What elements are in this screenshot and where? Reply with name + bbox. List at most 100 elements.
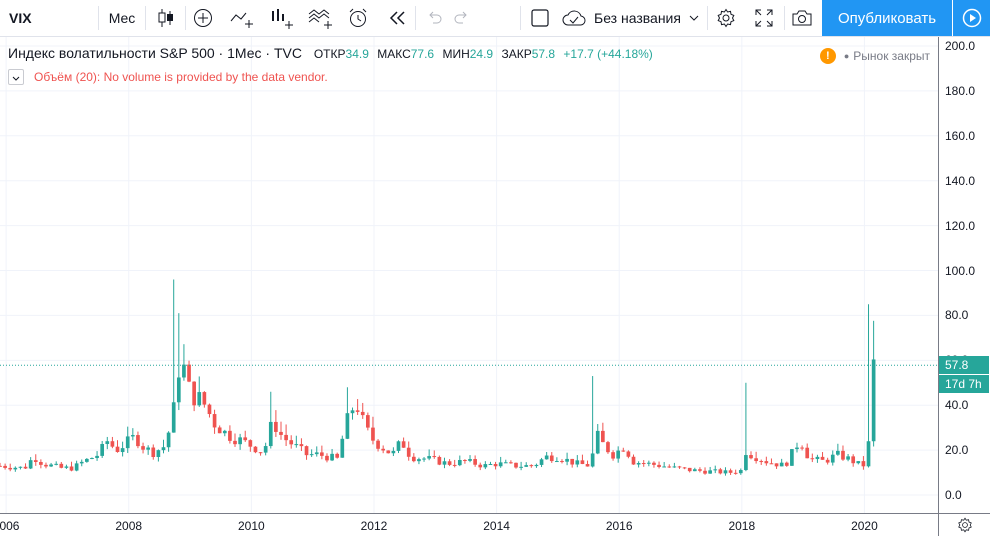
candle-body	[509, 462, 513, 464]
settings-icon[interactable]	[710, 0, 742, 36]
layout-icon[interactable]	[526, 0, 554, 36]
publish-button[interactable]: Опубликовать	[822, 0, 952, 36]
candle-body	[738, 470, 743, 474]
market-status[interactable]: ! ● Рынок закрыт	[819, 48, 930, 64]
candle-body	[544, 455, 549, 460]
alert-icon[interactable]	[343, 0, 375, 36]
candle-body	[33, 460, 38, 462]
candle-body	[866, 441, 871, 467]
candle-body	[784, 462, 789, 466]
layout-name-button[interactable]: Без названия	[562, 0, 707, 36]
candle-body	[636, 463, 641, 465]
candle-body	[774, 463, 779, 467]
candle-body	[125, 436, 130, 449]
chart-pane[interactable]	[0, 37, 938, 513]
price-chart[interactable]	[0, 37, 938, 513]
candle-body	[59, 463, 64, 468]
candle-body	[519, 466, 523, 468]
fullscreen-icon[interactable]	[748, 0, 780, 36]
candle-body	[253, 446, 258, 453]
candle-body	[141, 446, 145, 450]
candle-body	[161, 447, 166, 451]
candle-body	[0, 465, 2, 467]
play-icon[interactable]	[953, 0, 990, 36]
replay-icon[interactable]	[383, 0, 413, 36]
candle-body	[18, 466, 23, 468]
add-indicator-icon[interactable]	[188, 0, 218, 36]
candle-body	[74, 463, 79, 471]
close-label: ЗАКР	[501, 47, 532, 61]
candle-body	[355, 410, 360, 412]
close-value: 57.8	[531, 47, 556, 61]
undo-icon[interactable]	[420, 0, 448, 36]
candle-body	[463, 460, 467, 462]
time-axis[interactable]: 2006 2008 2010 2012 2014 2016 2018 2020	[0, 513, 938, 536]
price-tick-label: 160.0	[945, 128, 976, 143]
candle-body	[274, 421, 278, 432]
candle-body	[279, 431, 283, 435]
candle-body	[836, 450, 840, 455]
compare-icon[interactable]	[226, 0, 258, 36]
volume-legend: Объём (20): No volume is provided by the…	[8, 69, 328, 85]
candle-body	[452, 464, 457, 466]
candle-body	[268, 421, 273, 447]
candle-body	[800, 447, 804, 449]
candle-body	[565, 458, 569, 462]
candle-body	[217, 427, 222, 434]
candle-body	[417, 459, 421, 462]
market-status-text: Рынок закрыт	[853, 49, 930, 63]
candle-body	[289, 440, 294, 445]
candle-body	[28, 460, 33, 469]
candle-body	[258, 452, 263, 454]
candle-body	[539, 459, 544, 465]
candle-body	[570, 458, 575, 465]
price-axis[interactable]: 200.0180.0160.0140.0120.0100.080.060.040…	[938, 37, 990, 513]
low-value: 24.9	[469, 47, 494, 61]
candle-body	[325, 455, 329, 461]
candle-body	[549, 455, 554, 462]
candle-body	[606, 442, 610, 453]
candle-body	[769, 463, 774, 465]
candle-body	[437, 456, 442, 465]
candle-body	[667, 466, 672, 468]
candle-body	[820, 456, 825, 460]
candle-body	[13, 467, 18, 470]
interval-button[interactable]: Мес	[108, 10, 136, 26]
symbol-search-button[interactable]: VIX	[9, 10, 32, 26]
candles-icon[interactable]	[150, 0, 182, 36]
cloud-icon	[562, 9, 586, 27]
candle-body	[815, 456, 820, 460]
collapse-toggle[interactable]	[8, 69, 24, 85]
candle-body	[228, 430, 232, 441]
candle-body	[590, 453, 595, 467]
indicators-icon[interactable]	[266, 0, 298, 36]
candle-body	[23, 466, 28, 469]
candle-body	[207, 404, 212, 415]
snapshot-icon[interactable]	[786, 0, 818, 36]
price-tick-label: 140.0	[945, 173, 976, 188]
price-tick-label: 120.0	[945, 218, 976, 233]
candle-body	[360, 411, 365, 416]
open-value: 34.9	[345, 47, 369, 61]
change-value: +17.7 (+44.18%)	[563, 47, 653, 61]
axis-settings-icon[interactable]	[938, 513, 990, 536]
candle-body	[698, 469, 702, 471]
candle-body	[386, 450, 391, 454]
candle-body	[585, 464, 590, 467]
candle-body	[871, 359, 876, 442]
candle-body	[314, 452, 319, 455]
candle-body	[846, 456, 850, 460]
candle-body	[713, 469, 718, 471]
time-tick-label: 2016	[605, 519, 633, 533]
candle-body	[442, 461, 447, 465]
candle-body	[498, 462, 503, 467]
candle-body	[646, 462, 651, 464]
top-toolbar: VIX Мес Без названия	[0, 0, 990, 37]
candle-body	[810, 458, 815, 460]
candle-body	[805, 447, 810, 459]
redo-icon[interactable]	[448, 0, 476, 36]
candle-body	[243, 437, 248, 441]
symbol-title[interactable]: Индекс волатильности S&P 500 · 1Мес · TV…	[8, 45, 302, 61]
templates-icon[interactable]	[304, 0, 338, 36]
candle-body	[8, 467, 13, 470]
